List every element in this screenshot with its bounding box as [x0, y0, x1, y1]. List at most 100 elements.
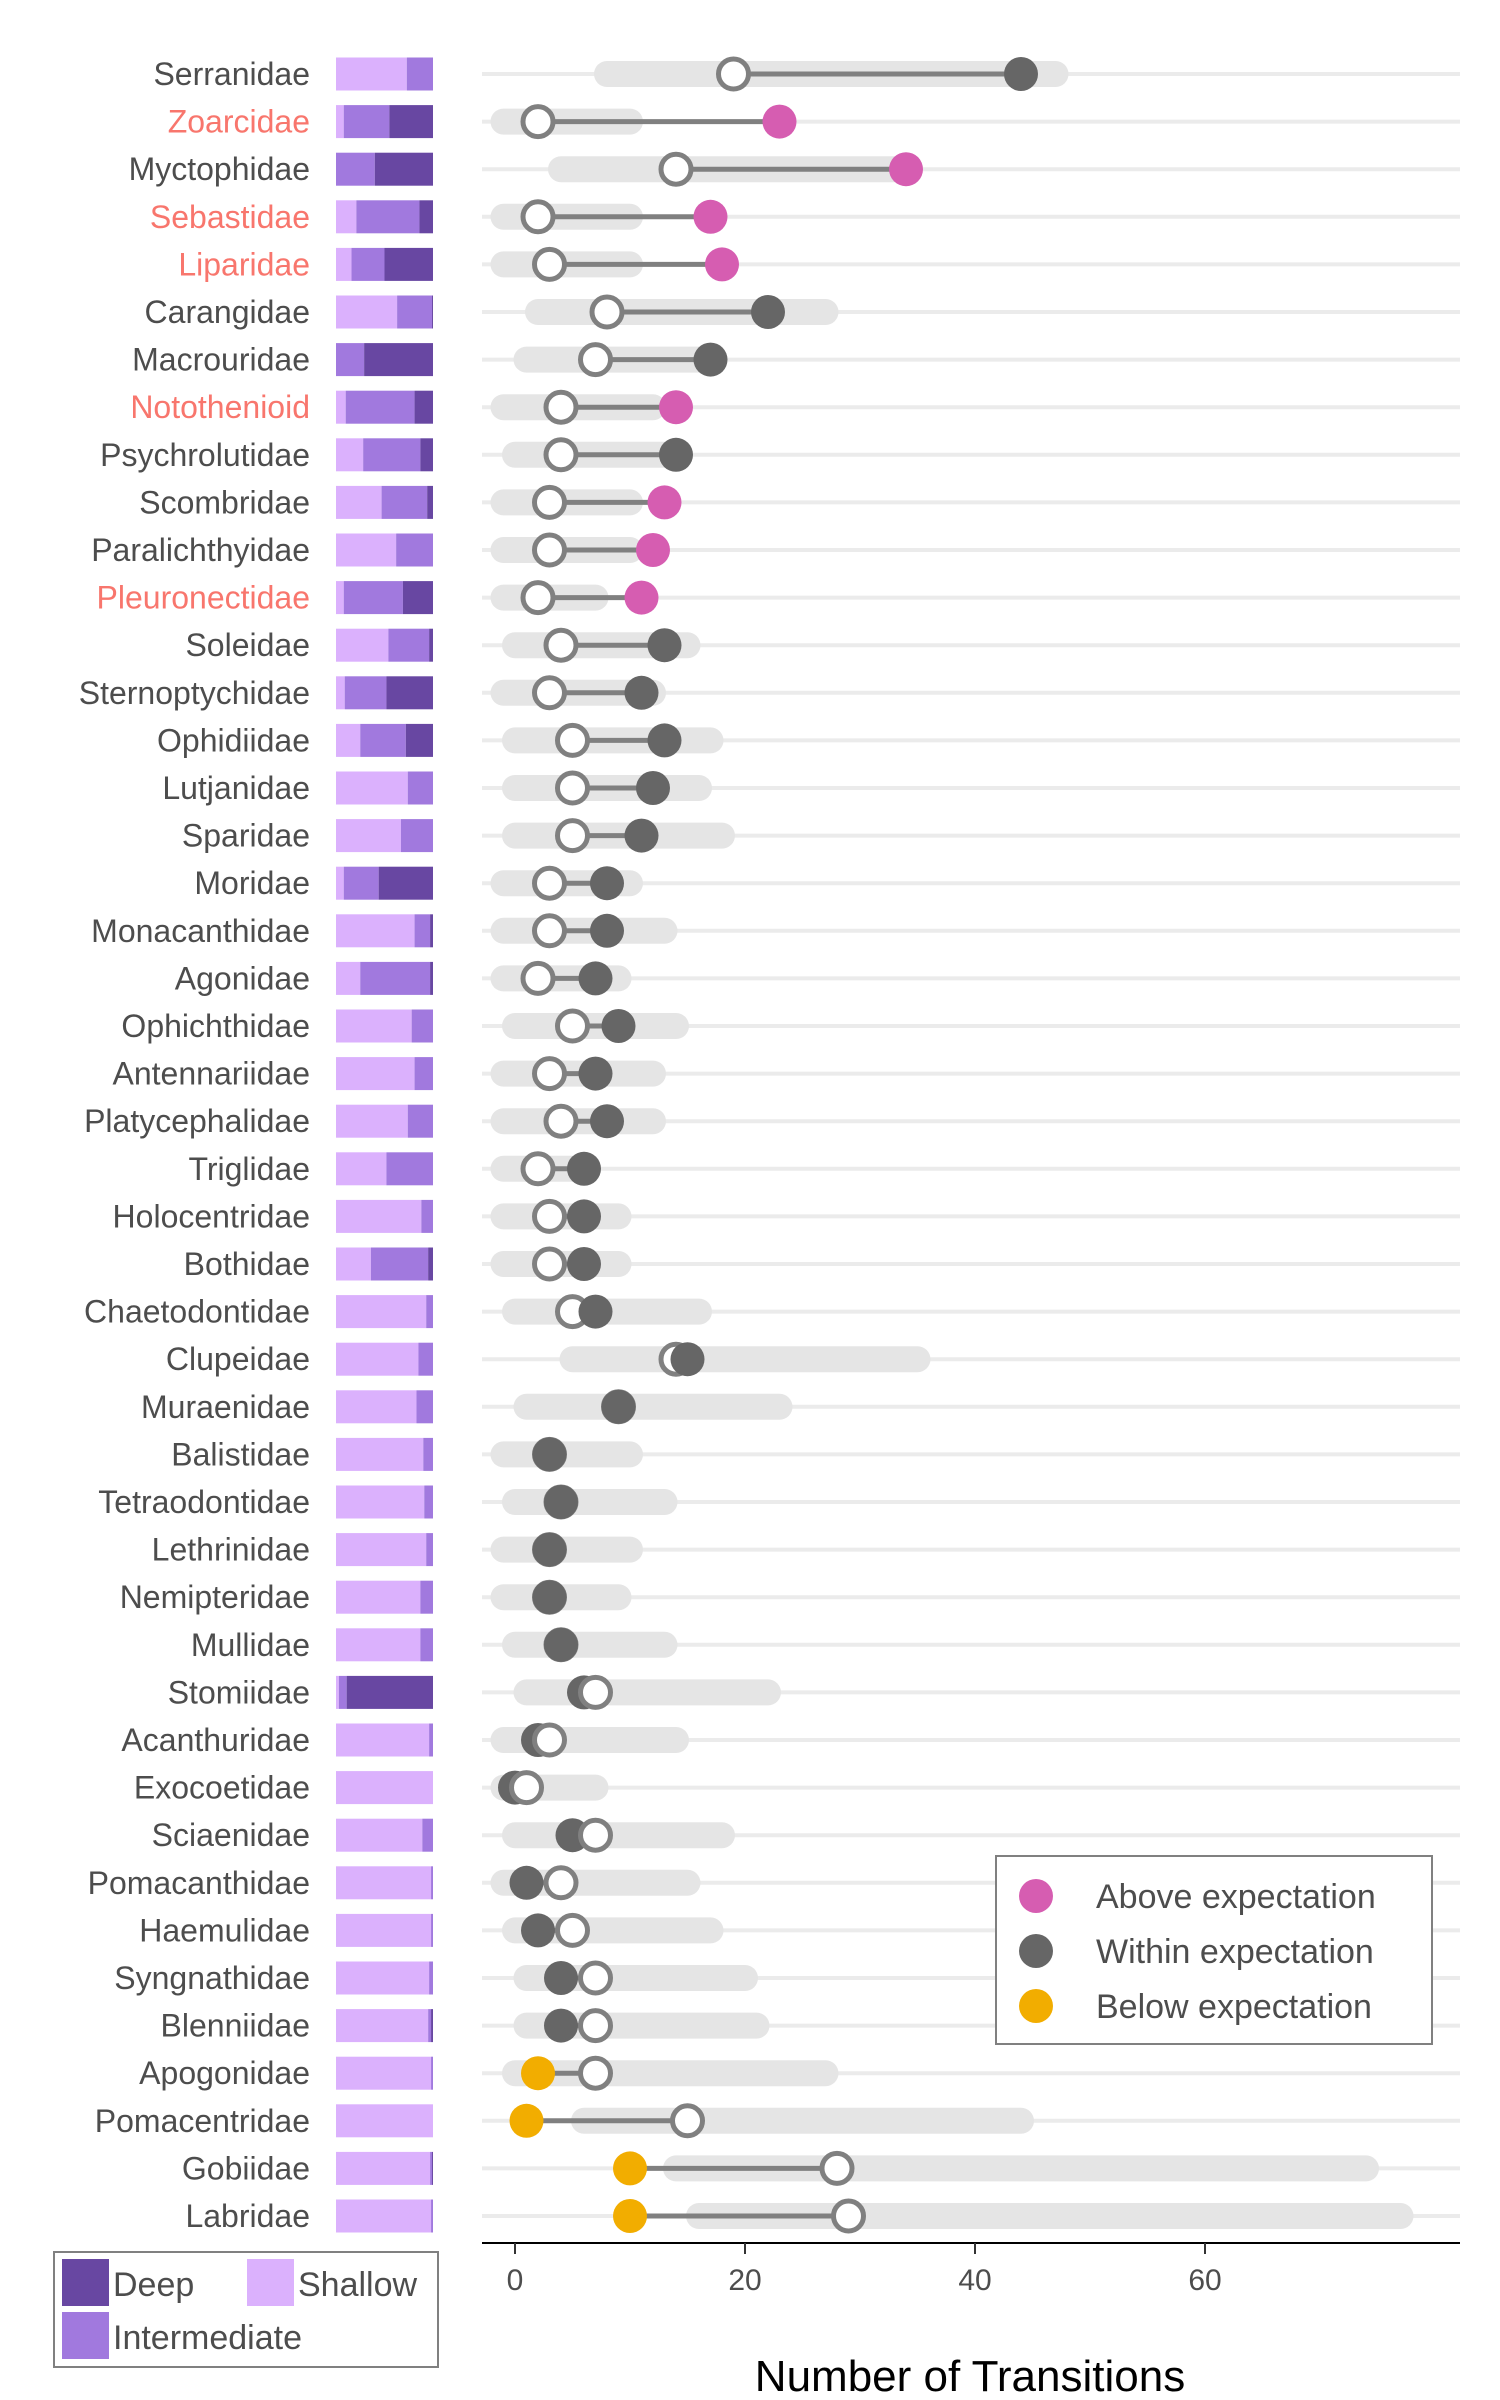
observed-point-within	[647, 723, 682, 758]
family-label: Muraenidae	[141, 1389, 310, 1425]
observed-point-within	[590, 913, 624, 948]
depth-segment-deep	[428, 1247, 433, 1281]
depth-segment-intermediate	[414, 914, 431, 948]
depth-segment-deep	[374, 152, 433, 186]
depth-segment-shallow	[336, 723, 361, 757]
expected-point	[578, 2055, 613, 2091]
depth-segment-shallow	[336, 771, 408, 805]
depth-segment-deep	[378, 866, 433, 900]
depth-segment-intermediate	[429, 1961, 433, 1995]
x-tick-label: 20	[728, 2264, 761, 2297]
depth-segment-intermediate	[356, 200, 420, 234]
x-ticks: 0 20 40 60	[507, 2243, 1222, 2297]
expected-point	[670, 2103, 705, 2139]
depth-segment-deep	[430, 961, 433, 995]
depth-segment-shallow	[336, 628, 389, 662]
depth-segment-intermediate	[406, 57, 433, 91]
depth-segment-shallow	[336, 1818, 423, 1852]
depth-segment-intermediate	[407, 771, 433, 805]
depth-segment-shallow	[336, 1342, 419, 1376]
range-band	[559, 1346, 931, 1373]
depth-segment-shallow	[336, 819, 401, 853]
family-label: Myctophidae	[129, 151, 310, 187]
depth-segment-intermediate	[422, 1818, 433, 1852]
expected-point	[532, 1056, 567, 1092]
depth-segment-intermediate	[363, 438, 421, 472]
depth-segment-deep	[346, 1675, 433, 1709]
family-label: Macrouridae	[132, 342, 310, 378]
depth-segment-shallow	[336, 533, 397, 567]
family-label: Tetraodontidae	[98, 1484, 310, 1520]
depth-segment-intermediate	[388, 628, 430, 662]
expected-point	[509, 1770, 544, 1806]
expected-point	[658, 151, 694, 187]
family-label: Mullidae	[191, 1627, 310, 1663]
family-label: Haemulidae	[139, 1912, 310, 1948]
observed-point-within	[578, 1294, 613, 1329]
family-label: Chaetodontidae	[84, 1294, 310, 1330]
depth-segment-deep	[429, 628, 433, 662]
depth-segment-intermediate	[430, 2151, 433, 2185]
depth-segment-shallow	[336, 1437, 424, 1471]
depth-segment-shallow	[336, 485, 382, 519]
legend-shallow-swatch	[247, 2259, 294, 2306]
range-band	[502, 1631, 678, 1658]
family-label: Blenniidae	[161, 2008, 310, 2044]
observed-point-above	[624, 580, 659, 615]
expected-point	[520, 1151, 556, 1187]
x-tick-label: 60	[1188, 2264, 1221, 2297]
observed-point-within	[590, 866, 624, 901]
depth-segment-deep	[364, 343, 433, 377]
expected-point	[555, 1912, 590, 1948]
depth-segment-intermediate	[351, 247, 385, 281]
x-axis-title: Number of Transitions	[755, 2352, 1185, 2400]
observed-point-above	[762, 104, 797, 139]
family-label: Monacanthidae	[91, 913, 310, 949]
observed-point-within	[751, 295, 785, 329]
observed-point-within	[693, 342, 728, 377]
depth-segment-shallow	[336, 2056, 432, 2090]
depth-segment-intermediate	[343, 866, 379, 900]
family-label: Pleuronectidae	[97, 580, 310, 616]
family-labels: Serranidae Zoarcidae Myctophidae Sebastidae…	[79, 56, 310, 2234]
observed-point-below	[509, 2103, 544, 2138]
observed-point-within	[532, 1532, 567, 1567]
depth-segment-intermediate	[338, 1675, 347, 1709]
depth-segment-intermediate	[431, 1913, 433, 1947]
depth-segment-shallow	[336, 2104, 433, 2138]
family-label: Syngnathidae	[114, 1960, 310, 1996]
expected-point	[532, 1246, 567, 1282]
family-label: Moridae	[194, 865, 310, 901]
range-band	[502, 1822, 735, 1849]
family-label: Psychrolutidae	[100, 437, 310, 473]
observed-point-above	[705, 247, 739, 282]
depth-legend: Deep Shallow Intermediate	[53, 2251, 439, 2368]
depth-segment-deep	[420, 438, 433, 472]
range-band	[490, 1869, 701, 1896]
depth-segment-deep	[419, 200, 433, 234]
depth-segment-deep	[386, 676, 433, 710]
family-label: Antennariidae	[113, 1056, 310, 1092]
family-label: Ophidiidae	[157, 722, 310, 758]
depth-segment-intermediate	[431, 2056, 433, 2090]
depth-segment-shallow	[336, 1675, 339, 1709]
depth-segment-shallow	[336, 390, 346, 424]
family-label: Sebastidae	[150, 199, 310, 235]
observed-point-within	[567, 1151, 601, 1186]
depth-segment-shallow	[336, 581, 344, 615]
depth-segment-shallow	[336, 1390, 417, 1424]
depth-segment-shallow	[336, 2151, 431, 2185]
family-label: Pomacentridae	[95, 2103, 310, 2139]
depth-segment-deep	[402, 581, 433, 615]
depth-segment-shallow	[336, 1913, 432, 1947]
family-label: Apogonidae	[139, 2055, 310, 2091]
legend-shallow-label: Shallow	[298, 2266, 418, 2304]
expected-point	[589, 294, 625, 330]
range-band	[686, 2203, 1414, 2229]
depth-segment-intermediate	[420, 1628, 433, 1662]
family-label: Stomiidae	[168, 1674, 310, 1710]
depth-segment-deep	[389, 105, 433, 139]
depth-segment-intermediate	[343, 581, 403, 615]
depth-segment-shallow	[336, 1295, 427, 1329]
depth-segment-deep	[427, 485, 433, 519]
